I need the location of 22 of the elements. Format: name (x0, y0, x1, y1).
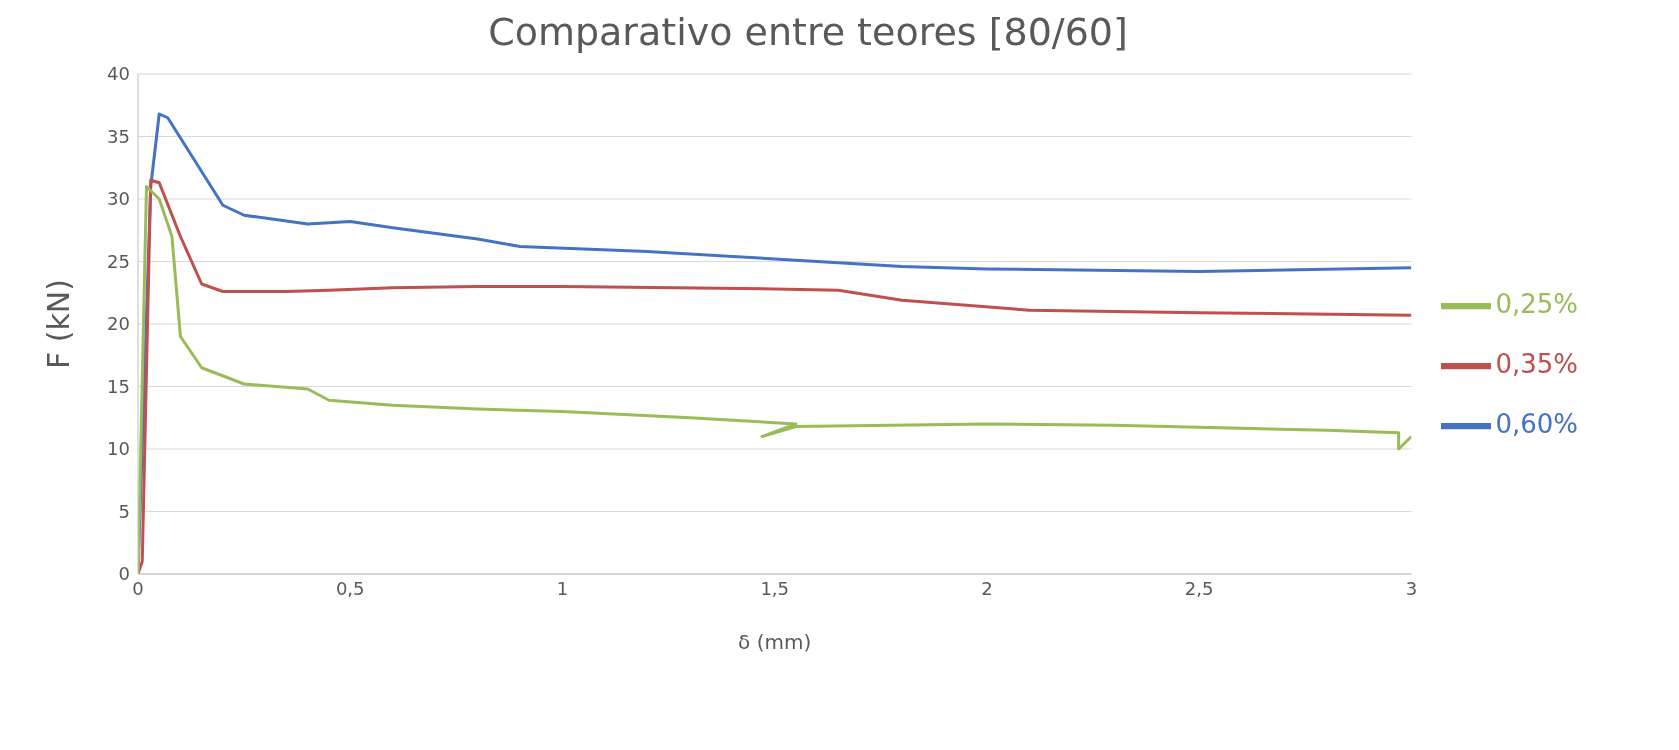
legend-label: 0,60% (1495, 409, 1578, 439)
legend-label: 0,25% (1495, 289, 1578, 319)
x-tick-label: 1 (556, 577, 569, 599)
y-tick-label: 30 (107, 188, 130, 210)
y-tick-label: 40 (107, 63, 130, 85)
y-tick-label: 15 (107, 375, 130, 397)
x-tick-label: 2,5 (1184, 577, 1214, 599)
x-tick-label: 1,5 (760, 577, 790, 599)
x-axis-title: δ (mm) (738, 630, 812, 654)
x-tick-label: 2 (981, 577, 993, 599)
y-tick-label: 25 (107, 250, 130, 272)
legend-label: 0,35% (1495, 349, 1578, 379)
y-tick-label: 5 (118, 500, 130, 522)
x-tick-label: 0,5 (335, 577, 365, 599)
y-tick-label: 10 (107, 438, 130, 460)
y-tick-label: 20 (107, 313, 130, 335)
y-tick-label: 0 (118, 563, 130, 585)
x-tick-label: 0 (132, 577, 144, 599)
x-tick-label: 3 (1405, 577, 1418, 599)
y-axis-title: F (kN) (40, 278, 76, 370)
y-tick-label: 35 (107, 125, 130, 147)
chart-title: Comparativo entre teores [80/60] (487, 10, 1129, 54)
